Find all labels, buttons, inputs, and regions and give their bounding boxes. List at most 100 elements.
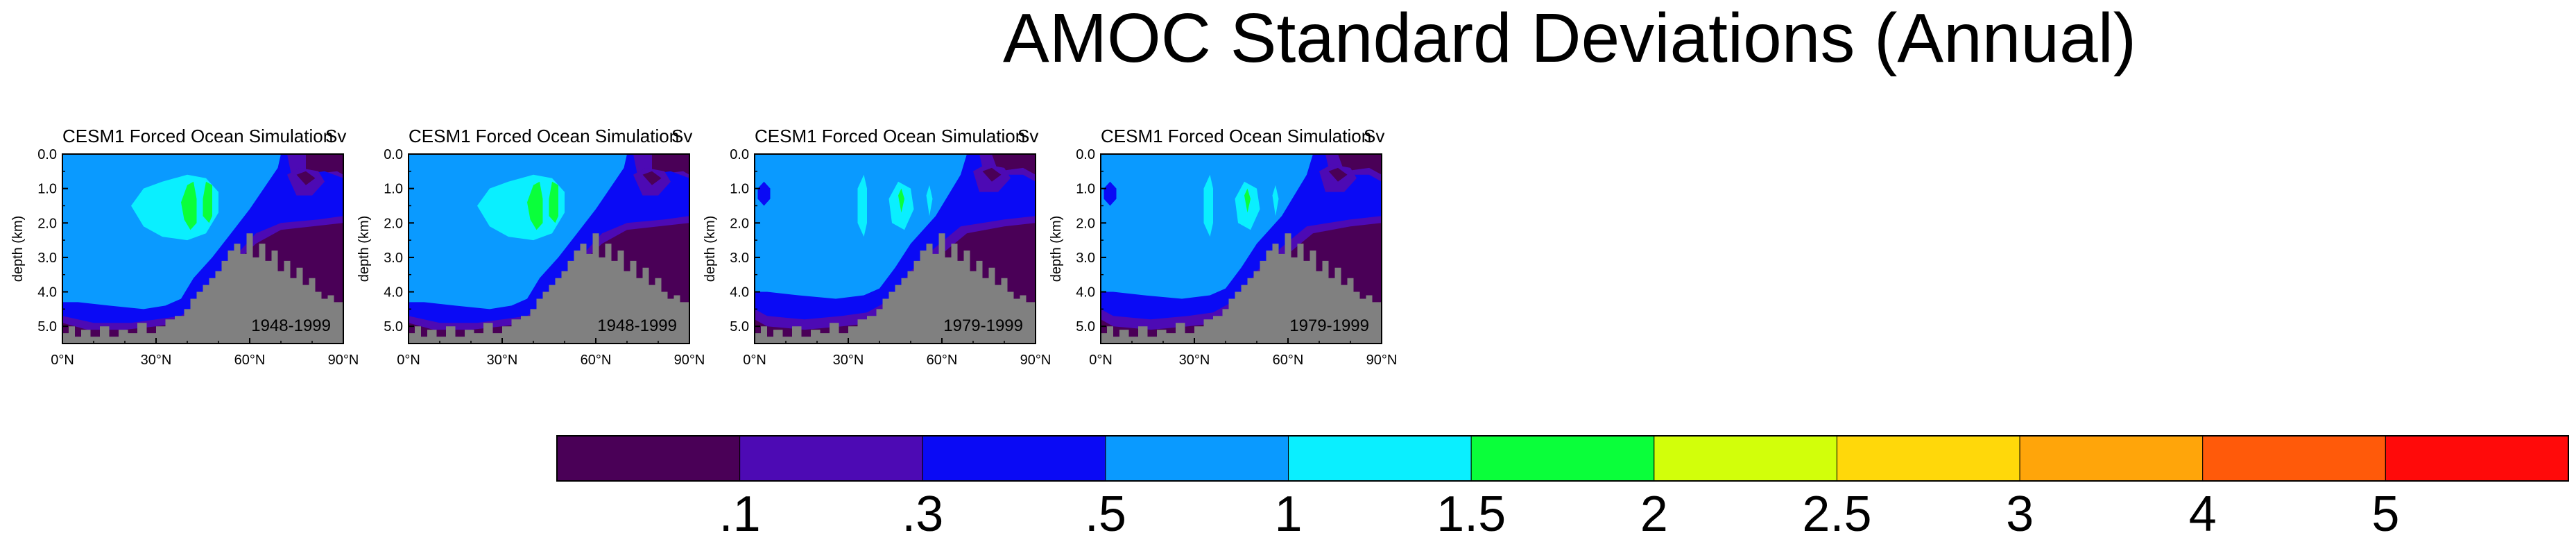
panel-title: CESM1 Forced Ocean Simulation — [409, 126, 680, 146]
x-tick-label: 90°N — [674, 353, 705, 368]
main-title: AMOC Standard Deviations (Annual) — [1003, 0, 2137, 77]
plot-frame — [1100, 153, 1382, 344]
colorbar-label: .1 — [719, 486, 761, 542]
colorbar-frame — [556, 435, 2569, 482]
colorbar-box — [2202, 435, 2386, 482]
y-tick-label: 0.0 — [730, 147, 749, 162]
y-tick-label: 2.0 — [730, 216, 749, 231]
x-tick-label: 0°N — [1089, 353, 1113, 368]
colorbar-label: 2.5 — [1802, 486, 1871, 542]
x-tick-label: 60°N — [234, 353, 266, 368]
contour-level-0 — [982, 167, 1002, 182]
y-axis-label: depth (km) — [1049, 216, 1064, 282]
plot-frame — [754, 153, 1036, 344]
x-tick-label: 0°N — [51, 353, 74, 368]
panel-units: Sv — [1364, 126, 1385, 146]
y-tick-label: 1.0 — [1076, 182, 1095, 197]
y-tick-label: 4.0 — [37, 285, 57, 300]
contour-layers — [62, 154, 343, 344]
period-label: 1948-1999 — [251, 316, 331, 335]
x-tick-label: 0°N — [397, 353, 420, 368]
panel-units: Sv — [325, 126, 347, 146]
y-tick-label: 3.0 — [730, 251, 749, 266]
y-tick-label: 5.0 — [730, 319, 749, 334]
y-tick-label: 3.0 — [1076, 251, 1095, 266]
panel-units: Sv — [1017, 126, 1039, 146]
y-tick-label: 4.0 — [730, 285, 749, 300]
colorbar-label: 1 — [1275, 486, 1303, 542]
plot-frame — [408, 153, 690, 344]
contour-plot-4: 1979-1999 0.0 1.0 2.0 3.0 4.0 5.0 depth (km) 0°N… — [1049, 147, 1397, 368]
plot-frame — [62, 153, 344, 344]
colorbar-label: .5 — [1085, 486, 1126, 542]
contour-level-0 — [642, 171, 662, 185]
panel-title: CESM1 Forced Ocean Simulation — [62, 126, 334, 146]
y-tick-label: 3.0 — [384, 251, 403, 266]
panel-units: Sv — [671, 126, 693, 146]
y-tick-label: 3.0 — [37, 251, 57, 266]
colorbar-label: .3 — [902, 486, 943, 542]
colorbar-label: 5 — [2371, 486, 2399, 542]
contour-level-0 — [1328, 167, 1348, 182]
x-tick-label: 90°N — [1366, 353, 1398, 368]
colorbar-label: 3 — [2006, 486, 2034, 542]
colorbar-box — [922, 435, 1106, 482]
contour-level-4 — [477, 174, 565, 241]
contour-level-5 — [181, 181, 197, 230]
y-tick-label: 2.0 — [384, 216, 403, 231]
x-tick-label: 60°N — [1273, 353, 1304, 368]
contour-plot-1: 1948-1999 0.0 1.0 2.0 3.0 4.0 5.0 depth (km) 0°N… — [10, 147, 359, 368]
contour-level-4 — [131, 174, 218, 241]
x-tick-label: 90°N — [328, 353, 359, 368]
colorbar-label: 1.5 — [1436, 486, 1506, 542]
contour-level-5 — [527, 181, 543, 230]
colorbar-box — [1836, 435, 2020, 482]
contour-plot-2: 1948-1999 0.0 1.0 2.0 3.0 4.0 5.0 depth (km) 0°N… — [357, 147, 705, 368]
x-tick-label: 90°N — [1020, 353, 1051, 368]
colorbar-box — [1470, 435, 1655, 482]
panel-3: CESM1 Forced Ocean Simulation Sv 1979-19… — [703, 125, 1051, 389]
y-tick-label: 0.0 — [37, 147, 57, 162]
panel-title: CESM1 Forced Ocean Simulation — [1101, 126, 1372, 146]
x-tick-label: 30°N — [487, 353, 518, 368]
y-tick-label: 0.0 — [1076, 147, 1095, 162]
contour-layers — [409, 154, 689, 344]
colorbar-box — [2385, 435, 2569, 482]
y-tick-label: 5.0 — [37, 319, 57, 334]
contour-layers — [755, 154, 1036, 344]
colorbar-box — [556, 435, 741, 482]
contour-level-4 — [857, 174, 867, 237]
colorbar-box — [739, 435, 923, 482]
x-tick-label: 60°N — [581, 353, 612, 368]
y-tick-label: 4.0 — [1076, 285, 1095, 300]
colorbar-box — [1288, 435, 1472, 482]
panel-4: CESM1 Forced Ocean Simulation Sv 1979-19… — [1049, 125, 1397, 389]
y-tick-label: 2.0 — [37, 216, 57, 231]
x-tick-label: 30°N — [1179, 353, 1210, 368]
y-axis-label: depth (km) — [357, 216, 372, 282]
period-label: 1948-1999 — [597, 316, 677, 335]
bathymetry-mask — [1101, 233, 1382, 344]
period-label: 1979-1999 — [943, 316, 1023, 335]
contour-plot-3: 1979-1999 0.0 1.0 2.0 3.0 4.0 5.0 depth (km) 0°N… — [703, 147, 1051, 368]
contour-level-5 — [203, 181, 212, 223]
period-label: 1979-1999 — [1289, 316, 1369, 335]
contour-level-2 — [1104, 181, 1117, 206]
x-tick-label: 30°N — [141, 353, 172, 368]
panel-2: CESM1 Forced Ocean Simulation Sv 1948-19… — [357, 125, 705, 389]
contour-level-4 — [926, 185, 933, 217]
y-tick-label: 1.0 — [37, 182, 57, 197]
contour-level-2 — [757, 181, 771, 206]
y-tick-label: 1.0 — [384, 182, 403, 197]
x-tick-label: 30°N — [833, 353, 864, 368]
y-axis-label: depth (km) — [703, 216, 718, 282]
contour-level-5 — [898, 188, 904, 213]
y-tick-label: 4.0 — [384, 285, 403, 300]
colorbar-box — [1654, 435, 1837, 482]
colorbar-box — [1105, 435, 1289, 482]
bathymetry-mask — [755, 233, 1036, 344]
y-axis-label: depth (km) — [10, 216, 26, 282]
contour-level-4 — [1272, 185, 1279, 217]
contour-level-0 — [296, 171, 316, 185]
